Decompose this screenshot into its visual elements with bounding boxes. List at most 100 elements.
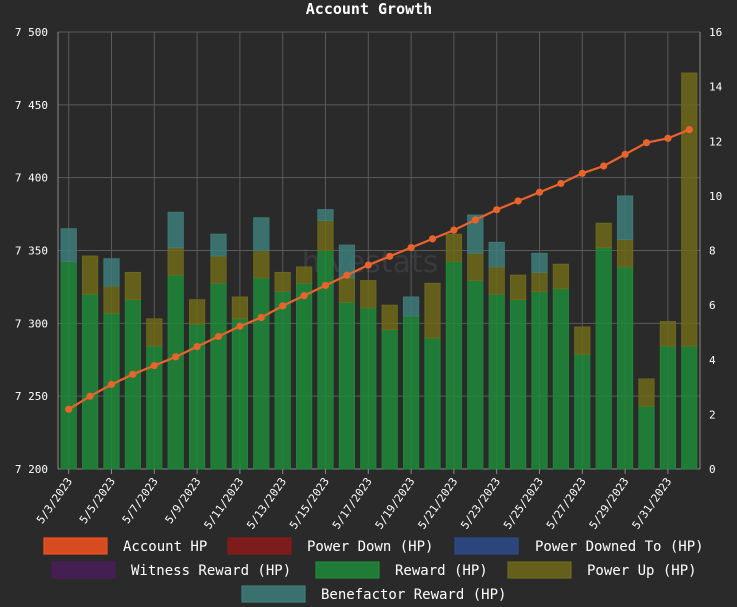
bar[interactable] xyxy=(424,337,441,470)
line-point[interactable] xyxy=(514,197,522,205)
legend-item[interactable]: Power Up (HP) xyxy=(507,561,697,579)
bar[interactable] xyxy=(616,195,634,240)
line-point[interactable] xyxy=(86,392,94,400)
bar[interactable] xyxy=(531,271,548,292)
bar[interactable] xyxy=(467,214,484,254)
bar[interactable] xyxy=(167,247,184,276)
bar[interactable] xyxy=(210,233,227,257)
line-point[interactable] xyxy=(535,188,544,196)
line-point[interactable] xyxy=(642,139,651,147)
legend-item[interactable]: Power Downed To (HP) xyxy=(454,537,704,555)
bar[interactable] xyxy=(595,222,612,249)
legend-item[interactable]: Benefactor Reward (HP) xyxy=(241,585,506,603)
bar[interactable] xyxy=(103,258,120,287)
line-point[interactable] xyxy=(685,125,693,134)
bar[interactable] xyxy=(124,271,142,301)
bar[interactable] xyxy=(595,247,612,470)
legend[interactable]: Account HP Power Down (HP) Power Downed To… xyxy=(43,537,704,603)
bar[interactable] xyxy=(60,261,77,470)
line-point[interactable] xyxy=(428,235,437,243)
bar[interactable] xyxy=(638,378,655,407)
line-point[interactable] xyxy=(279,302,287,310)
line-point[interactable] xyxy=(407,243,415,252)
line-point[interactable] xyxy=(578,169,586,177)
bar[interactable] xyxy=(616,266,634,470)
line-point[interactable] xyxy=(321,281,330,290)
bar[interactable] xyxy=(81,293,99,470)
line-point[interactable] xyxy=(300,292,308,300)
bar[interactable] xyxy=(253,217,270,251)
line-point[interactable] xyxy=(129,370,137,378)
line-point[interactable] xyxy=(214,332,223,341)
bar[interactable] xyxy=(295,282,313,470)
bar[interactable] xyxy=(659,321,677,347)
bar[interactable] xyxy=(552,263,570,290)
bar[interactable] xyxy=(146,318,163,347)
bar[interactable] xyxy=(488,241,505,268)
bar[interactable] xyxy=(402,296,420,317)
bar[interactable] xyxy=(317,220,334,251)
legend-item[interactable]: Witness Reward (HP) xyxy=(51,561,291,579)
line-point[interactable] xyxy=(172,353,180,361)
bar[interactable] xyxy=(167,274,184,470)
bar[interactable] xyxy=(253,277,270,470)
bar[interactable] xyxy=(124,299,142,470)
line-point[interactable] xyxy=(364,261,372,269)
line-point[interactable] xyxy=(450,226,458,234)
bar[interactable] xyxy=(274,291,291,470)
line-point[interactable] xyxy=(343,271,351,279)
bar[interactable] xyxy=(274,271,291,292)
bar[interactable] xyxy=(81,255,99,295)
bar[interactable] xyxy=(681,345,698,470)
bar[interactable] xyxy=(381,329,398,470)
bar[interactable] xyxy=(509,299,527,470)
bar[interactable] xyxy=(317,209,334,221)
bar[interactable] xyxy=(60,228,77,262)
bar[interactable] xyxy=(659,345,677,470)
bar[interactable] xyxy=(488,266,505,295)
bar[interactable] xyxy=(253,250,270,279)
bar[interactable] xyxy=(467,280,484,470)
bar[interactable] xyxy=(467,252,484,281)
bar[interactable] xyxy=(616,239,634,268)
bar[interactable] xyxy=(295,266,313,284)
bar[interactable] xyxy=(188,299,206,325)
bar[interactable] xyxy=(445,233,463,262)
bar[interactable] xyxy=(210,282,227,470)
bar[interactable] xyxy=(509,274,527,301)
line-point[interactable] xyxy=(257,313,265,322)
bar[interactable] xyxy=(360,307,377,470)
bar[interactable] xyxy=(445,261,463,470)
line-point[interactable] xyxy=(600,162,608,170)
line-point[interactable] xyxy=(193,343,201,351)
line-point[interactable] xyxy=(107,380,116,389)
bar[interactable] xyxy=(574,326,591,355)
line-point[interactable] xyxy=(557,179,565,188)
bar[interactable] xyxy=(381,304,398,331)
bar[interactable] xyxy=(638,405,655,470)
bar[interactable] xyxy=(167,211,184,249)
line-point[interactable] xyxy=(150,361,158,370)
line-point[interactable] xyxy=(493,206,501,214)
line-point[interactable] xyxy=(664,134,672,142)
line-point[interactable] xyxy=(471,216,479,224)
line-point[interactable] xyxy=(621,150,629,158)
legend-item[interactable]: Power Down (HP) xyxy=(227,537,433,555)
bar[interactable] xyxy=(424,282,441,339)
bar[interactable] xyxy=(210,255,227,284)
bar[interactable] xyxy=(103,312,120,470)
legend-item[interactable]: Reward (HP) xyxy=(315,561,488,579)
bar[interactable] xyxy=(360,280,377,309)
bar[interactable] xyxy=(231,318,249,470)
bar[interactable] xyxy=(681,72,698,347)
bar[interactable] xyxy=(338,277,356,303)
line-point[interactable] xyxy=(236,322,244,330)
legend-item[interactable]: Account HP xyxy=(43,537,207,555)
bar[interactable] xyxy=(103,285,120,314)
bar[interactable] xyxy=(574,353,591,470)
bar[interactable] xyxy=(338,301,356,470)
bar[interactable] xyxy=(552,288,570,470)
bar[interactable] xyxy=(531,291,548,470)
line-point[interactable] xyxy=(65,405,73,413)
bar[interactable] xyxy=(402,315,420,470)
